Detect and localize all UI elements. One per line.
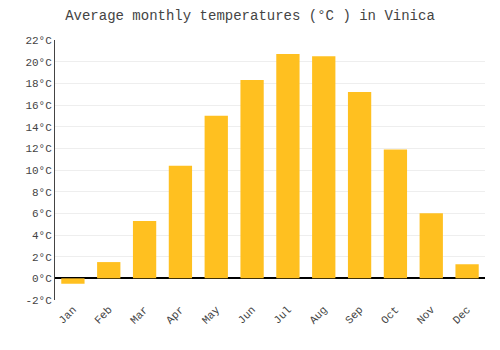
svg-text:Mar: Mar bbox=[128, 304, 150, 326]
svg-text:22°C: 22°C bbox=[25, 35, 52, 47]
svg-text:Jul: Jul bbox=[271, 304, 293, 326]
svg-text:20°C: 20°C bbox=[25, 57, 52, 69]
svg-text:12°C: 12°C bbox=[25, 143, 52, 155]
svg-text:4°C: 4°C bbox=[32, 230, 52, 242]
svg-text:Average monthly temperatures (: Average monthly temperatures (°C ) in Vi… bbox=[65, 8, 435, 24]
svg-text:2°C: 2°C bbox=[32, 252, 52, 264]
svg-text:18°C: 18°C bbox=[25, 78, 52, 90]
svg-text:6°C: 6°C bbox=[32, 208, 52, 220]
svg-text:16°C: 16°C bbox=[25, 100, 52, 112]
svg-text:8°C: 8°C bbox=[32, 187, 52, 199]
svg-text:May: May bbox=[200, 304, 223, 327]
svg-text:Jun: Jun bbox=[236, 304, 258, 326]
svg-text:Sep: Sep bbox=[343, 304, 365, 326]
svg-text:10°C: 10°C bbox=[25, 165, 52, 177]
svg-text:0°C: 0°C bbox=[32, 273, 52, 285]
svg-text:Dec: Dec bbox=[451, 304, 473, 326]
svg-text:14°C: 14°C bbox=[25, 122, 52, 134]
svg-text:-2°C: -2°C bbox=[25, 295, 52, 307]
svg-text:Apr: Apr bbox=[164, 304, 186, 326]
svg-text:Oct: Oct bbox=[379, 304, 401, 326]
svg-text:Nov: Nov bbox=[415, 304, 438, 327]
svg-text:Aug: Aug bbox=[307, 304, 329, 326]
svg-text:Feb: Feb bbox=[92, 304, 114, 326]
svg-text:Jan: Jan bbox=[56, 304, 78, 326]
